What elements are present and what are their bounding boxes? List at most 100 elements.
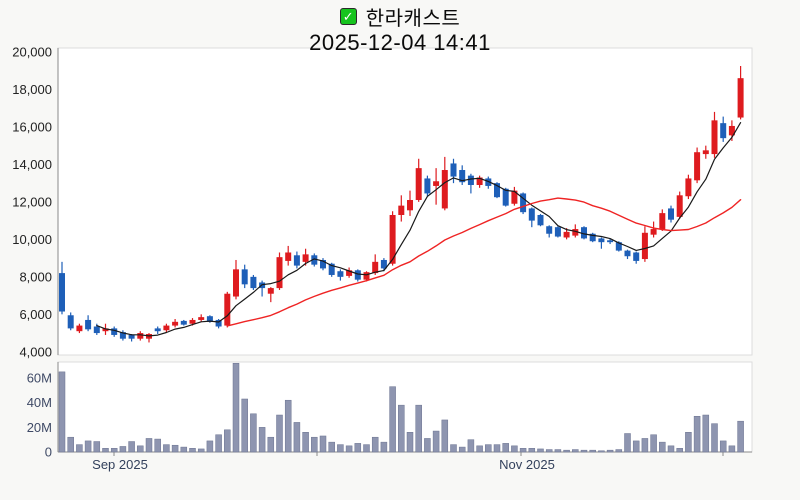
- volume-bar: [319, 435, 327, 453]
- volume-bar: [415, 404, 422, 453]
- volume-bar: [476, 445, 483, 453]
- volume-bar: [250, 413, 257, 453]
- volume-bar: [58, 371, 66, 453]
- candle-up: [650, 229, 657, 235]
- candle-down: [537, 214, 544, 226]
- candle-down: [67, 315, 74, 329]
- candle-up: [711, 120, 718, 155]
- volume-bar: [110, 448, 118, 453]
- chart-title-row: ✓ 한라캐스트: [0, 4, 800, 30]
- volume-bar: [711, 423, 718, 453]
- candle-down: [581, 227, 587, 239]
- volume-bar: [545, 449, 553, 453]
- candle-up: [572, 229, 579, 236]
- volume-bar: [519, 448, 527, 453]
- price-plot-area: [57, 47, 753, 356]
- volume-bar: [328, 441, 335, 453]
- candle-down: [598, 238, 605, 243]
- candle-up: [389, 214, 396, 264]
- volume-bar: [719, 440, 727, 453]
- candle-up: [728, 125, 735, 136]
- candle-down: [546, 226, 553, 234]
- volume-bar: [580, 449, 588, 453]
- volume-bar: [258, 427, 266, 453]
- volume-bar: [493, 444, 501, 453]
- candle-up: [285, 252, 292, 261]
- volume-bar: [693, 415, 701, 453]
- volume-tick-label: 60M: [27, 371, 52, 386]
- x-axis-ticks: Sep 2025 Nov 2025: [92, 452, 724, 472]
- volume-bar: [589, 449, 596, 453]
- volume-bar: [276, 414, 283, 453]
- volume-bar: [406, 432, 414, 453]
- volume-bar: [485, 444, 492, 453]
- price-tick-label: 10,000: [12, 232, 52, 247]
- candle-up: [415, 168, 422, 201]
- volume-bar: [702, 414, 710, 453]
- candle-down: [180, 320, 187, 325]
- volume-bar: [563, 449, 570, 453]
- candle-up: [694, 152, 701, 181]
- checked-checkbox-icon[interactable]: ✓: [339, 7, 357, 25]
- volume-bar: [241, 398, 248, 453]
- price-axis-ticks: 20,000 18,000 16,000 14,000 12,000 10,000 8,00…: [12, 44, 52, 359]
- price-tick-label: 18,000: [12, 82, 52, 97]
- month-label: Nov 2025: [499, 457, 555, 472]
- volume-plot-area: [57, 361, 753, 453]
- candle-up: [302, 254, 309, 262]
- candle-down: [328, 263, 335, 275]
- candle-down: [119, 332, 126, 339]
- candle-up: [659, 213, 666, 230]
- candle-down: [320, 259, 326, 269]
- volume-bar: [615, 449, 623, 453]
- month-label: Sep 2025: [92, 457, 148, 472]
- candle-down: [311, 255, 318, 265]
- volume-bar: [215, 434, 222, 453]
- candle-down: [128, 334, 135, 339]
- volume-bar: [632, 440, 640, 453]
- candle-down: [250, 276, 257, 289]
- candle-down: [241, 269, 248, 285]
- candle-down: [380, 259, 387, 269]
- candle-up: [363, 272, 370, 280]
- volume-bar: [293, 422, 301, 453]
- volume-bar: [650, 434, 657, 453]
- candle-up: [433, 181, 440, 186]
- candle-up: [137, 333, 144, 339]
- price-tick-label: 16,000: [12, 119, 52, 134]
- volume-bar: [389, 386, 396, 453]
- volume-bar: [354, 443, 362, 453]
- volume-bar: [145, 438, 153, 453]
- candle-down: [59, 273, 65, 312]
- volume-bar: [458, 446, 466, 453]
- candle-down: [93, 326, 100, 334]
- volume-bar: [441, 419, 449, 453]
- volume-bar: [197, 448, 205, 453]
- volume-bar: [345, 445, 353, 453]
- price-tick-label: 4,000: [19, 344, 52, 359]
- volume-tick-label: 0: [45, 445, 52, 460]
- candle-down: [615, 242, 622, 251]
- volume-bar: [102, 448, 109, 453]
- volume-bar: [163, 444, 170, 453]
- volume-bar: [554, 449, 562, 453]
- candle-up: [198, 317, 205, 320]
- candle-up: [346, 270, 353, 276]
- volume-bar: [380, 441, 388, 453]
- volume-bar: [154, 438, 161, 453]
- volume-bar: [737, 420, 744, 453]
- volume-bar: [598, 450, 605, 453]
- volume-bar: [450, 444, 457, 453]
- ma5-line: [96, 121, 742, 337]
- candle-up: [224, 293, 231, 326]
- candle-up: [276, 257, 283, 289]
- candle-up: [407, 200, 413, 211]
- volume-bar: [424, 438, 431, 453]
- candle-down: [459, 170, 466, 183]
- volume-bar: [189, 448, 196, 453]
- candle-down: [424, 178, 431, 194]
- volume-bar: [224, 429, 231, 453]
- volume-bar: [467, 439, 475, 453]
- volume-bar: [284, 399, 292, 453]
- price-tick-label: 8,000: [19, 269, 52, 284]
